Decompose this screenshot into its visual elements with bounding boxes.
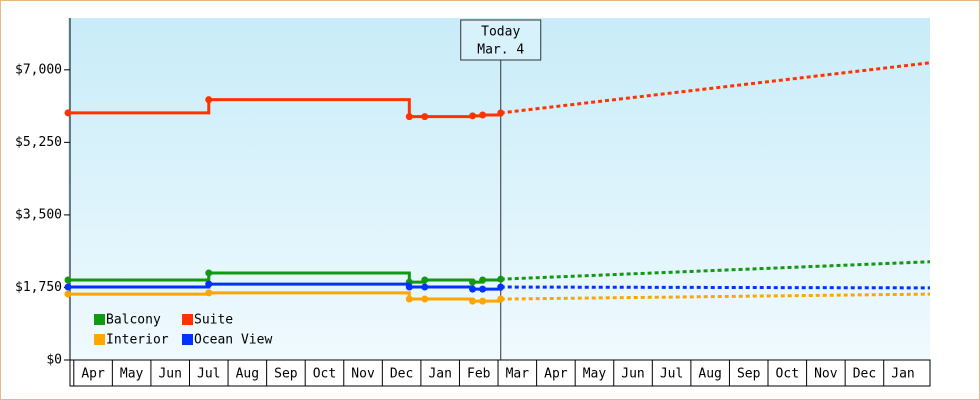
- y-tick-label: $7,000: [15, 62, 62, 77]
- y-tick-label: $0: [46, 353, 62, 368]
- y-tick-label: $3,500: [15, 207, 62, 222]
- history-point: [421, 283, 429, 291]
- x-tick-label: Feb: [467, 367, 491, 382]
- x-tick-label: Oct: [313, 367, 336, 382]
- x-tick-label: Dec: [853, 367, 876, 382]
- history-point: [64, 283, 72, 291]
- history-point: [205, 280, 213, 288]
- x-tick-label: Aug: [698, 367, 721, 382]
- legend-swatch: [94, 314, 105, 325]
- legend-swatch: [182, 334, 193, 345]
- history-point: [469, 112, 477, 120]
- history-point: [479, 276, 487, 284]
- history-point: [469, 285, 477, 293]
- y-tick-label: $5,250: [15, 135, 62, 150]
- x-tick-label: Jan: [891, 367, 914, 382]
- x-tick-label: Jul: [197, 367, 220, 382]
- x-tick-label: Jan: [428, 367, 451, 382]
- history-point: [421, 276, 429, 284]
- history-point: [405, 283, 413, 291]
- x-tick-label: Sep: [737, 367, 761, 382]
- forecast-line: [500, 285, 931, 290]
- history-point: [469, 297, 477, 305]
- x-tick-label: Dec: [390, 367, 413, 382]
- x-tick-label: Sep: [274, 367, 298, 382]
- y-tick-label: $1,750: [15, 280, 62, 295]
- x-tick-label: Aug: [236, 367, 259, 382]
- today-label: Mar. 4: [477, 43, 524, 58]
- history-point: [64, 276, 72, 284]
- x-tick-label: Oct: [776, 367, 799, 382]
- history-point: [479, 297, 487, 305]
- x-tick-label: May: [120, 367, 144, 382]
- x-tick-label: May: [583, 367, 607, 382]
- x-tick-label: Apr: [81, 367, 105, 382]
- x-axis-box: [69, 359, 931, 387]
- x-tick-label: Nov: [814, 367, 838, 382]
- x-tick-label: Jun: [621, 367, 644, 382]
- forecast-line: [500, 292, 931, 301]
- x-tick-label: Mar: [506, 367, 530, 382]
- history-point: [421, 113, 429, 121]
- today-box: [460, 19, 542, 61]
- history-point: [469, 278, 477, 286]
- x-tick-label: Nov: [351, 367, 375, 382]
- today-label: Today: [481, 25, 520, 40]
- history-point: [64, 109, 72, 117]
- legend-label: Balcony: [106, 313, 161, 328]
- history-point: [205, 96, 213, 104]
- legend-label: Ocean View: [194, 333, 272, 348]
- history-point: [205, 269, 213, 277]
- x-tick-label: Apr: [544, 367, 568, 382]
- x-tick-label: Jul: [660, 367, 683, 382]
- forecast-line: [500, 61, 931, 115]
- forecast-line: [500, 260, 931, 281]
- legend-swatch: [94, 334, 105, 345]
- legend-label: Suite: [194, 313, 233, 328]
- plot-area: [68, 18, 930, 360]
- history-point: [205, 289, 213, 297]
- history-point: [421, 295, 429, 303]
- history-point: [479, 285, 487, 293]
- x-tick-label: Jun: [158, 367, 181, 382]
- legend-label: Interior: [106, 333, 169, 348]
- history-point: [405, 295, 413, 303]
- history-point: [64, 290, 72, 298]
- legend-swatch: [182, 314, 193, 325]
- history-point: [405, 113, 413, 121]
- history-point: [479, 111, 487, 119]
